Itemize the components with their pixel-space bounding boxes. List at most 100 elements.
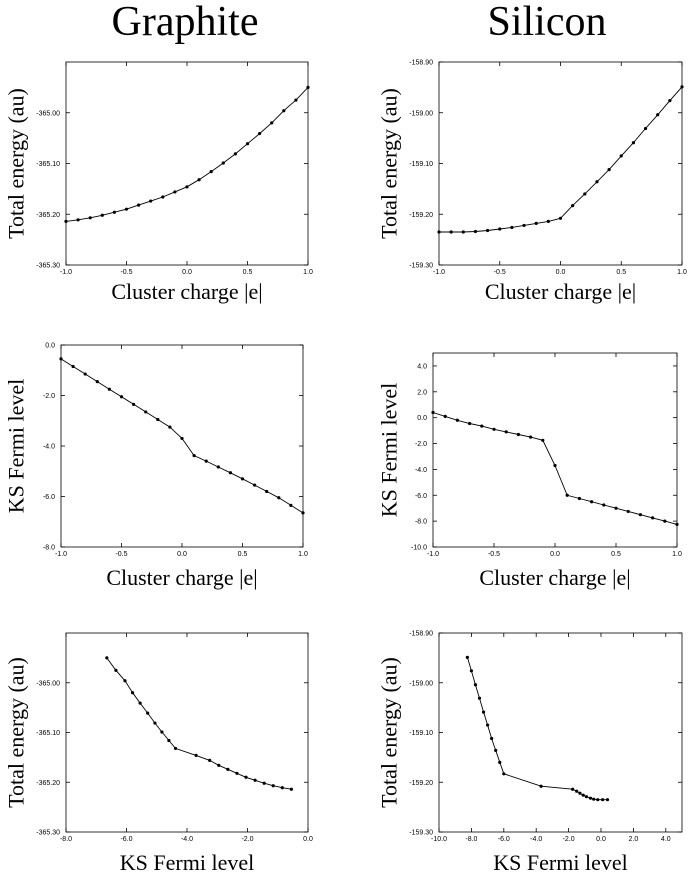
data-point xyxy=(228,471,232,475)
data-point xyxy=(668,98,672,103)
y-axis-label: Total energy (au) xyxy=(4,657,29,808)
data-point xyxy=(583,192,587,196)
data-point xyxy=(146,711,150,715)
data-point xyxy=(546,219,550,223)
data-point xyxy=(605,798,610,802)
data-point xyxy=(510,225,514,230)
data-point xyxy=(607,167,611,172)
data-point xyxy=(208,758,212,762)
data-point xyxy=(601,798,605,802)
y-tick-label: -365.20 xyxy=(36,780,60,787)
data-point xyxy=(271,784,275,788)
data-point xyxy=(504,430,508,434)
x-tick-label: 0.0 xyxy=(303,836,313,843)
data-point xyxy=(590,500,594,504)
data-point xyxy=(168,425,172,429)
plot-frame xyxy=(438,632,683,833)
data-point xyxy=(468,421,472,426)
data-point xyxy=(173,746,178,751)
y-tick-label: -4.0 xyxy=(415,467,427,474)
y-tick-label: -8.0 xyxy=(43,545,55,552)
data-point xyxy=(626,509,630,514)
y-tick-label: -365.30 xyxy=(36,830,60,837)
data-point xyxy=(192,453,196,458)
y-tick-label: -159.00 xyxy=(409,110,433,117)
data-point xyxy=(577,496,582,501)
data-point xyxy=(461,230,465,234)
y-tick-label: -4.0 xyxy=(43,444,55,451)
data-point xyxy=(209,170,213,174)
x-axis-label: Cluster charge |e| xyxy=(111,279,262,304)
x-axis-label: Cluster charge |e| xyxy=(479,565,630,590)
plot-frame xyxy=(65,632,309,833)
x-tick-label: -0.5 xyxy=(494,269,506,276)
x-tick-label: -0.5 xyxy=(115,551,127,558)
y-axis-label: KS Fermi level xyxy=(4,379,29,513)
data-point xyxy=(253,778,257,782)
data-point xyxy=(643,126,648,131)
data-point xyxy=(160,730,164,734)
chart-panel-1: -1.0 -0.5 0.0 0.5 1.0 -365.30 -365.20 -365.10 -3… xyxy=(4,61,313,304)
series-line xyxy=(439,86,683,233)
y-tick-label: -10.0 xyxy=(411,545,427,552)
x-tick-label: 0.5 xyxy=(616,269,626,276)
data-point xyxy=(137,203,141,207)
data-point xyxy=(253,483,257,487)
data-point xyxy=(167,738,171,743)
y-tick-label: -6.0 xyxy=(43,494,55,501)
data-point xyxy=(280,786,284,790)
x-tick-label: -2.0 xyxy=(563,836,575,843)
data-point xyxy=(578,791,582,795)
data-point xyxy=(244,775,248,779)
data-point xyxy=(492,427,496,431)
data-point xyxy=(226,767,230,771)
data-point xyxy=(584,795,589,799)
data-point xyxy=(498,227,502,231)
y-tick-label: -2.0 xyxy=(43,393,55,400)
x-tick-label: -8.0 xyxy=(465,836,477,843)
plot-frame xyxy=(60,344,304,548)
y-tick-label: -365.10 xyxy=(36,730,60,737)
x-tick-label: 0.5 xyxy=(611,551,621,558)
data-point xyxy=(282,109,286,113)
data-point xyxy=(656,113,660,117)
data-point xyxy=(88,216,92,220)
x-axis-label: KS Fermi level xyxy=(493,850,627,873)
data-point xyxy=(477,696,482,700)
y-axis-label: Total energy (au) xyxy=(377,657,402,808)
data-point xyxy=(571,204,575,208)
y-tick-label: -159.10 xyxy=(409,161,433,168)
data-point xyxy=(486,228,490,233)
x-tick-label: 1.0 xyxy=(298,551,308,558)
data-point xyxy=(153,721,157,725)
data-point xyxy=(619,154,623,158)
y-tick-label: -158.90 xyxy=(409,60,433,67)
data-point xyxy=(651,516,655,520)
y-axis-label: Total energy (au) xyxy=(377,88,402,239)
y-tick-label: -365.30 xyxy=(36,263,60,270)
data-point xyxy=(289,787,293,791)
data-point xyxy=(173,190,177,194)
data-point xyxy=(119,395,124,399)
data-point xyxy=(595,180,599,184)
data-point xyxy=(558,216,563,220)
x-tick-label: -1.0 xyxy=(433,269,445,276)
y-tick-label: -6.0 xyxy=(415,493,427,500)
data-point xyxy=(481,710,486,714)
data-point xyxy=(455,418,459,422)
x-tick-label: 0.5 xyxy=(243,269,253,276)
x-tick-label: -4.0 xyxy=(530,836,542,843)
data-point xyxy=(64,219,68,223)
data-point xyxy=(443,414,447,418)
data-point xyxy=(534,221,538,225)
data-point xyxy=(516,432,521,437)
data-point xyxy=(490,736,494,741)
data-point xyxy=(240,477,245,481)
data-point xyxy=(217,763,221,767)
data-point xyxy=(112,210,116,214)
data-point xyxy=(216,465,220,469)
data-point xyxy=(83,372,87,376)
y-tick-label: -159.30 xyxy=(409,263,433,270)
x-tick-label: 0.0 xyxy=(177,551,187,558)
